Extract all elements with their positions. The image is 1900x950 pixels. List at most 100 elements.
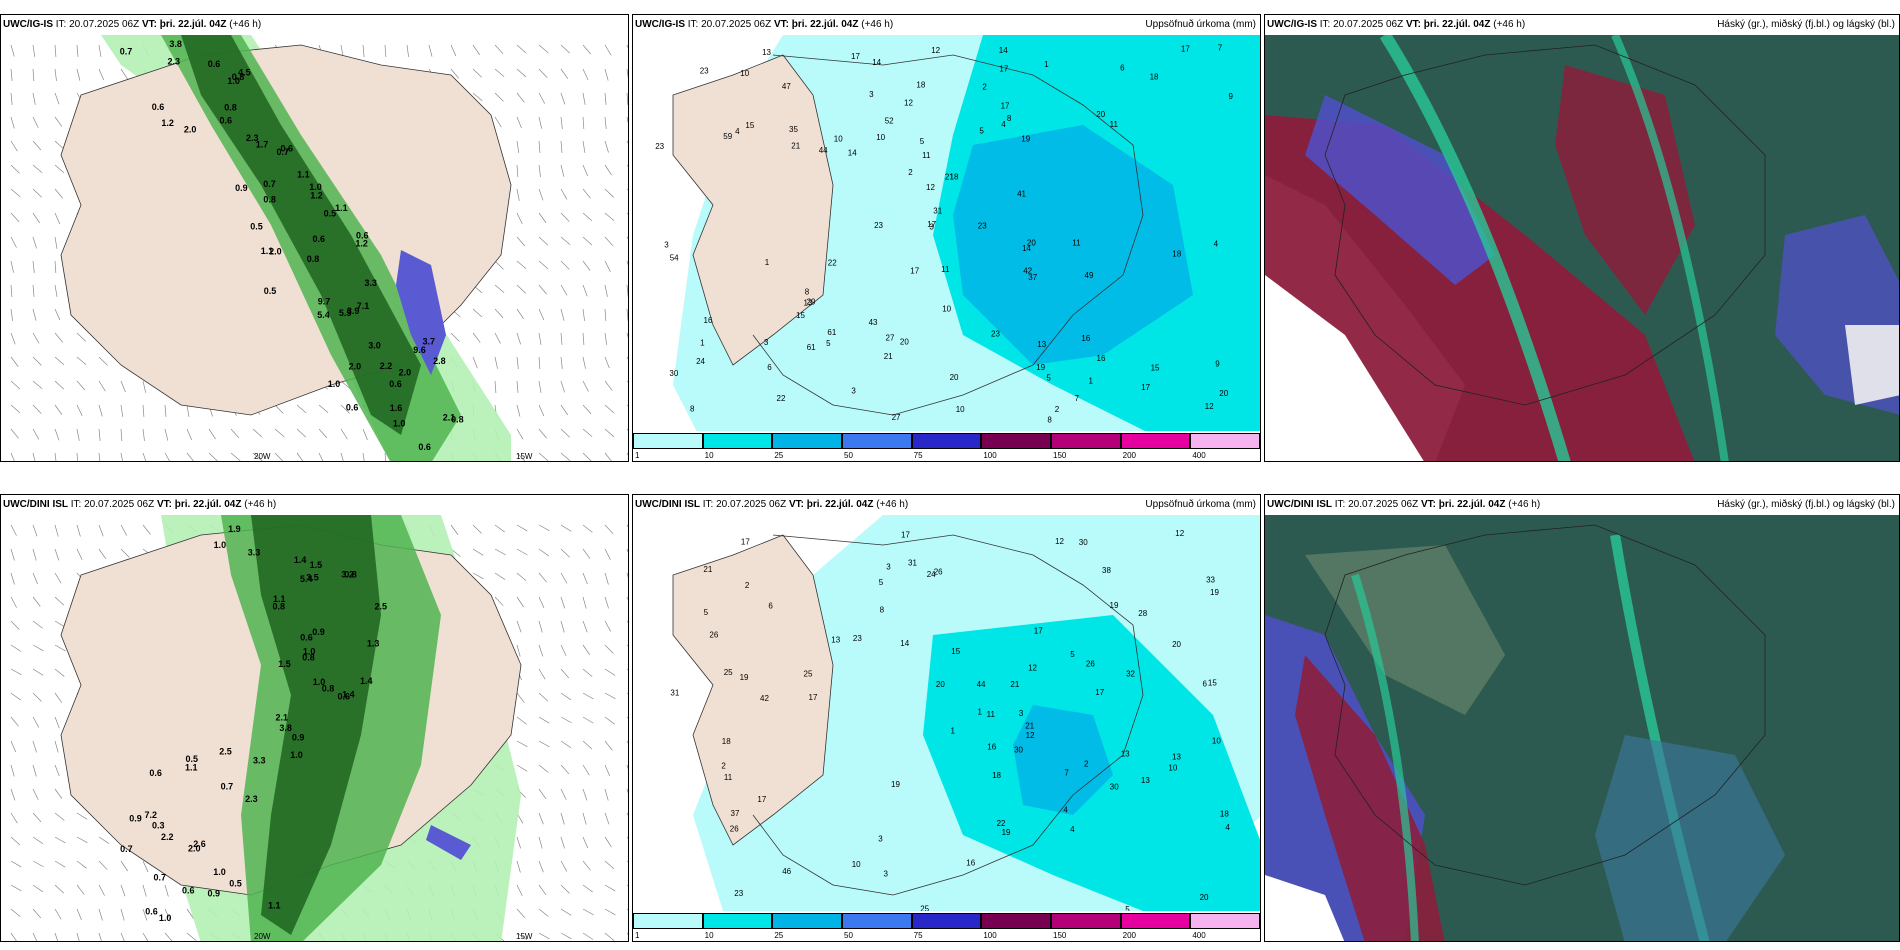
wind-barb <box>120 68 128 80</box>
wind-barb <box>560 236 571 245</box>
wind-barb <box>516 260 527 270</box>
precip-value-label: 11 <box>987 710 996 719</box>
wind-barb <box>142 524 151 535</box>
colorbar-box <box>1051 433 1121 449</box>
colorbar-tick-label: 100 <box>983 931 997 940</box>
precip-value-label: 17 <box>1181 44 1190 53</box>
wind-barb <box>76 932 80 941</box>
model-name: UWC/DINI ISL <box>635 499 700 510</box>
wind-barb <box>626 812 628 816</box>
precip-value-label: 5 <box>826 339 831 348</box>
wind-barb <box>582 308 585 321</box>
wind-barb <box>10 68 13 81</box>
wind-barb <box>538 740 550 748</box>
wind-barb <box>32 668 44 676</box>
precip-value-label: 11 <box>1110 120 1119 129</box>
precip-value-label: 0.9 <box>292 732 305 742</box>
wind-barb <box>450 44 457 57</box>
wind-barb <box>10 620 20 630</box>
precip-value-label: 9.7 <box>318 296 331 306</box>
colorbar-tick-label: 25 <box>774 451 784 460</box>
precip-value-label: 24 <box>927 570 936 579</box>
precip-value-label: 11 <box>1072 238 1081 247</box>
wind-barb <box>494 260 504 270</box>
map-wind-dini: 1.91.03.31.51.40.83.5 3.25.42.51.10.80.91… <box>10 515 628 941</box>
precip-value-label: 2.0 <box>349 361 362 371</box>
wind-barb <box>54 692 63 703</box>
wind-barb <box>494 92 504 102</box>
panel-header: UWC/DINI ISL IT: 20.07.2025 06Z VT: þri.… <box>633 495 1260 515</box>
wind-barb <box>54 236 58 249</box>
wind-barb <box>626 932 628 935</box>
colorbar-box <box>911 913 982 929</box>
wind-barb <box>604 188 614 198</box>
wind-barb <box>560 908 572 916</box>
wind-barb <box>98 68 105 81</box>
coastline <box>1324 44 1766 406</box>
precip-value-label: 2.2 <box>161 832 174 842</box>
precip-value-label: 25 <box>724 668 733 677</box>
precip-value-label: 1 <box>1044 60 1049 69</box>
wind-barb <box>32 644 44 652</box>
precip-value-label: 1 <box>700 339 705 348</box>
colorbar-tick-label: 200 <box>1122 931 1137 940</box>
wind-barb <box>406 44 409 57</box>
wind-barb <box>120 884 126 897</box>
cloud-green-band-2 <box>1351 573 1419 941</box>
precip-value-label: 3 <box>664 240 669 249</box>
precip-value-label: 1.0 <box>227 76 240 86</box>
wind-barb <box>582 164 589 177</box>
wind-barb <box>76 452 78 461</box>
wind-barb <box>32 692 42 702</box>
panel-wind-precip-igis: UWC/IG-IS IT: 20.07.2025 06Z VT: þri. 22… <box>0 14 629 462</box>
wind-barb <box>32 812 42 823</box>
precip-value-label: 0.7 <box>120 844 133 854</box>
wind-barb <box>626 908 628 911</box>
colorbar-tick-label: 100 <box>983 451 997 460</box>
wind-barb <box>582 740 593 750</box>
wind-barb <box>604 716 615 725</box>
precip-value-label: 25 <box>804 670 813 679</box>
precip-value-label: 17 <box>999 64 1008 73</box>
valid-time: þri. 22.júl. 04Z <box>174 499 242 510</box>
wind-barb <box>98 836 110 844</box>
wind-barb <box>516 548 528 556</box>
wind-barb <box>494 332 501 344</box>
precip-value-label: 26 <box>1086 660 1095 669</box>
colorbar-box <box>772 913 843 929</box>
colorbar-box <box>842 433 912 449</box>
wind-barb <box>120 548 130 558</box>
wind-barb <box>516 164 519 177</box>
precip-value-label: 47 <box>782 82 791 91</box>
precip-value-label: 19 <box>1002 828 1011 837</box>
wind-barb <box>54 668 65 677</box>
wind-barb <box>32 596 41 607</box>
precip-value-label: 3 <box>764 338 769 347</box>
colorbar-tick-label: 1 <box>635 931 640 940</box>
precip-value-label: 18 <box>1220 810 1229 819</box>
precip-value-label: 31 <box>933 206 942 215</box>
wind-barb <box>538 716 550 724</box>
precip-value-label: 0.6 <box>149 768 162 778</box>
wind-barb <box>10 260 14 273</box>
wind-barb <box>98 380 106 392</box>
precip-value-label: 1.5 <box>310 560 323 570</box>
wind-barb <box>54 932 59 941</box>
model-name: UWC/DINI ISL <box>1267 499 1332 510</box>
precip-value-label: 15 <box>1151 364 1160 373</box>
wind-barb <box>516 572 527 582</box>
precip-value-label: 4 <box>1063 806 1068 815</box>
wind-barb <box>582 572 588 585</box>
precip-value-label: 2 <box>721 761 726 770</box>
panel-title: Uppsöfnuð úrkoma (mm) <box>1145 499 1256 510</box>
precip-value-label: 1.2 <box>161 118 174 128</box>
wind-barb <box>428 44 433 57</box>
wind-barb <box>472 68 482 78</box>
precip-value-label: 15 <box>1208 679 1217 688</box>
wind-barb <box>10 332 16 345</box>
colorbar-tick-label: 200 <box>1122 451 1137 460</box>
precip-value-label: 20 <box>936 680 945 689</box>
wind-barb <box>604 452 612 461</box>
colorbar-boxes <box>633 433 1260 449</box>
precip-value-label: 7.2 <box>145 810 158 820</box>
